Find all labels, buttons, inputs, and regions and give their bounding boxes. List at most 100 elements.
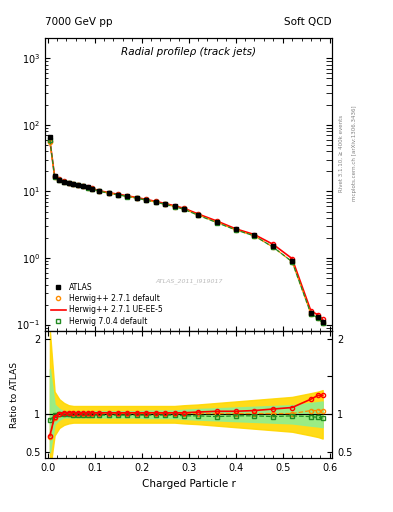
Herwig 7.0.4 default bbox=[153, 199, 158, 205]
ATLAS bbox=[52, 173, 57, 179]
Herwig++ 2.7.1 UE-EE-5 bbox=[309, 308, 313, 314]
Herwig++ 2.7.1 default bbox=[66, 180, 71, 186]
Herwig++ 2.7.1 default bbox=[97, 188, 102, 194]
Herwig++ 2.7.1 default bbox=[252, 233, 257, 239]
ATLAS bbox=[182, 206, 186, 212]
ATLAS bbox=[90, 186, 95, 192]
ATLAS bbox=[320, 319, 325, 325]
Text: mcplots.cern.ch [arXiv:1306.3436]: mcplots.cern.ch [arXiv:1306.3436] bbox=[352, 106, 357, 201]
Herwig++ 2.7.1 UE-EE-5 bbox=[90, 185, 95, 191]
Herwig++ 2.7.1 UE-EE-5 bbox=[290, 255, 294, 262]
Herwig 7.0.4 default bbox=[134, 195, 139, 201]
Herwig++ 2.7.1 UE-EE-5 bbox=[215, 218, 219, 224]
ATLAS bbox=[107, 190, 111, 196]
Herwig 7.0.4 default bbox=[196, 212, 200, 218]
Herwig 7.0.4 default bbox=[233, 227, 238, 233]
Herwig++ 2.7.1 UE-EE-5 bbox=[172, 203, 177, 209]
Herwig 7.0.4 default bbox=[320, 320, 325, 326]
Herwig 7.0.4 default bbox=[81, 183, 85, 189]
Herwig++ 2.7.1 UE-EE-5 bbox=[52, 173, 57, 179]
Herwig++ 2.7.1 default bbox=[76, 182, 81, 188]
ATLAS bbox=[66, 180, 71, 186]
Text: ATLAS_2011_I919017: ATLAS_2011_I919017 bbox=[155, 279, 222, 284]
Herwig++ 2.7.1 default bbox=[316, 315, 320, 321]
ATLAS bbox=[71, 181, 76, 187]
Herwig 7.0.4 default bbox=[71, 181, 76, 187]
Herwig++ 2.7.1 UE-EE-5 bbox=[153, 198, 158, 204]
Herwig 7.0.4 default bbox=[309, 311, 313, 317]
Herwig 7.0.4 default bbox=[144, 197, 149, 203]
ATLAS bbox=[163, 201, 167, 207]
Herwig++ 2.7.1 default bbox=[85, 185, 90, 191]
Herwig 7.0.4 default bbox=[85, 185, 90, 191]
Herwig++ 2.7.1 default bbox=[271, 244, 275, 250]
Herwig++ 2.7.1 default bbox=[81, 183, 85, 189]
Herwig++ 2.7.1 default bbox=[215, 219, 219, 225]
Herwig++ 2.7.1 UE-EE-5 bbox=[62, 178, 66, 184]
Legend: ATLAS, Herwig++ 2.7.1 default, Herwig++ 2.7.1 UE-EE-5, Herwig 7.0.4 default: ATLAS, Herwig++ 2.7.1 default, Herwig++ … bbox=[49, 281, 164, 327]
Herwig 7.0.4 default bbox=[62, 179, 66, 185]
ATLAS bbox=[125, 193, 130, 199]
Text: Radial profileρ (track jets): Radial profileρ (track jets) bbox=[121, 47, 256, 57]
Herwig++ 2.7.1 UE-EE-5 bbox=[97, 187, 102, 194]
Herwig++ 2.7.1 default bbox=[125, 194, 130, 200]
Herwig 7.0.4 default bbox=[116, 192, 120, 198]
Herwig++ 2.7.1 UE-EE-5 bbox=[252, 231, 257, 238]
ATLAS bbox=[81, 183, 85, 189]
Herwig++ 2.7.1 UE-EE-5 bbox=[66, 180, 71, 186]
Herwig 7.0.4 default bbox=[57, 177, 62, 183]
Herwig 7.0.4 default bbox=[290, 259, 294, 265]
Herwig 7.0.4 default bbox=[125, 194, 130, 200]
ATLAS bbox=[62, 179, 66, 185]
Herwig++ 2.7.1 default bbox=[172, 203, 177, 209]
ATLAS bbox=[48, 134, 52, 140]
Herwig++ 2.7.1 UE-EE-5 bbox=[163, 200, 167, 206]
ATLAS bbox=[116, 191, 120, 198]
Herwig++ 2.7.1 default bbox=[144, 197, 149, 203]
Herwig 7.0.4 default bbox=[182, 206, 186, 212]
Herwig++ 2.7.1 default bbox=[62, 179, 66, 185]
Herwig 7.0.4 default bbox=[97, 188, 102, 194]
Herwig++ 2.7.1 UE-EE-5 bbox=[316, 312, 320, 318]
Herwig++ 2.7.1 UE-EE-5 bbox=[81, 183, 85, 189]
Herwig 7.0.4 default bbox=[252, 233, 257, 239]
Text: 7000 GeV pp: 7000 GeV pp bbox=[45, 16, 113, 27]
ATLAS bbox=[196, 211, 200, 218]
Herwig++ 2.7.1 default bbox=[107, 190, 111, 196]
ATLAS bbox=[172, 203, 177, 209]
Herwig++ 2.7.1 default bbox=[57, 177, 62, 183]
Herwig++ 2.7.1 UE-EE-5 bbox=[85, 184, 90, 190]
Herwig++ 2.7.1 default bbox=[233, 227, 238, 233]
ATLAS bbox=[85, 184, 90, 190]
ATLAS bbox=[97, 188, 102, 194]
Herwig++ 2.7.1 UE-EE-5 bbox=[71, 181, 76, 187]
Herwig 7.0.4 default bbox=[76, 182, 81, 188]
Y-axis label: Ratio to ATLAS: Ratio to ATLAS bbox=[10, 361, 19, 428]
ATLAS bbox=[134, 195, 139, 201]
Herwig++ 2.7.1 default bbox=[153, 199, 158, 205]
ATLAS bbox=[309, 310, 313, 316]
ATLAS bbox=[290, 258, 294, 264]
Text: Soft QCD: Soft QCD bbox=[285, 16, 332, 27]
Herwig++ 2.7.1 default bbox=[52, 174, 57, 180]
Herwig++ 2.7.1 UE-EE-5 bbox=[271, 241, 275, 247]
ATLAS bbox=[57, 177, 62, 183]
Herwig++ 2.7.1 UE-EE-5 bbox=[48, 138, 52, 144]
Herwig++ 2.7.1 UE-EE-5 bbox=[76, 182, 81, 188]
Herwig 7.0.4 default bbox=[215, 220, 219, 226]
Herwig++ 2.7.1 UE-EE-5 bbox=[125, 193, 130, 199]
X-axis label: Charged Particle r: Charged Particle r bbox=[142, 479, 235, 488]
Herwig 7.0.4 default bbox=[48, 137, 52, 143]
Herwig++ 2.7.1 UE-EE-5 bbox=[57, 176, 62, 182]
Herwig++ 2.7.1 default bbox=[196, 212, 200, 218]
Herwig 7.0.4 default bbox=[316, 315, 320, 321]
Herwig++ 2.7.1 UE-EE-5 bbox=[134, 195, 139, 201]
ATLAS bbox=[153, 199, 158, 205]
Herwig++ 2.7.1 default bbox=[116, 191, 120, 198]
Herwig++ 2.7.1 UE-EE-5 bbox=[144, 197, 149, 203]
ATLAS bbox=[271, 243, 275, 249]
Herwig 7.0.4 default bbox=[163, 201, 167, 207]
ATLAS bbox=[233, 226, 238, 232]
Herwig 7.0.4 default bbox=[90, 186, 95, 192]
Herwig++ 2.7.1 default bbox=[320, 320, 325, 326]
